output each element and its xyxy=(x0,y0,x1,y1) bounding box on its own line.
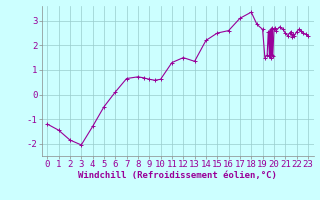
X-axis label: Windchill (Refroidissement éolien,°C): Windchill (Refroidissement éolien,°C) xyxy=(78,171,277,180)
